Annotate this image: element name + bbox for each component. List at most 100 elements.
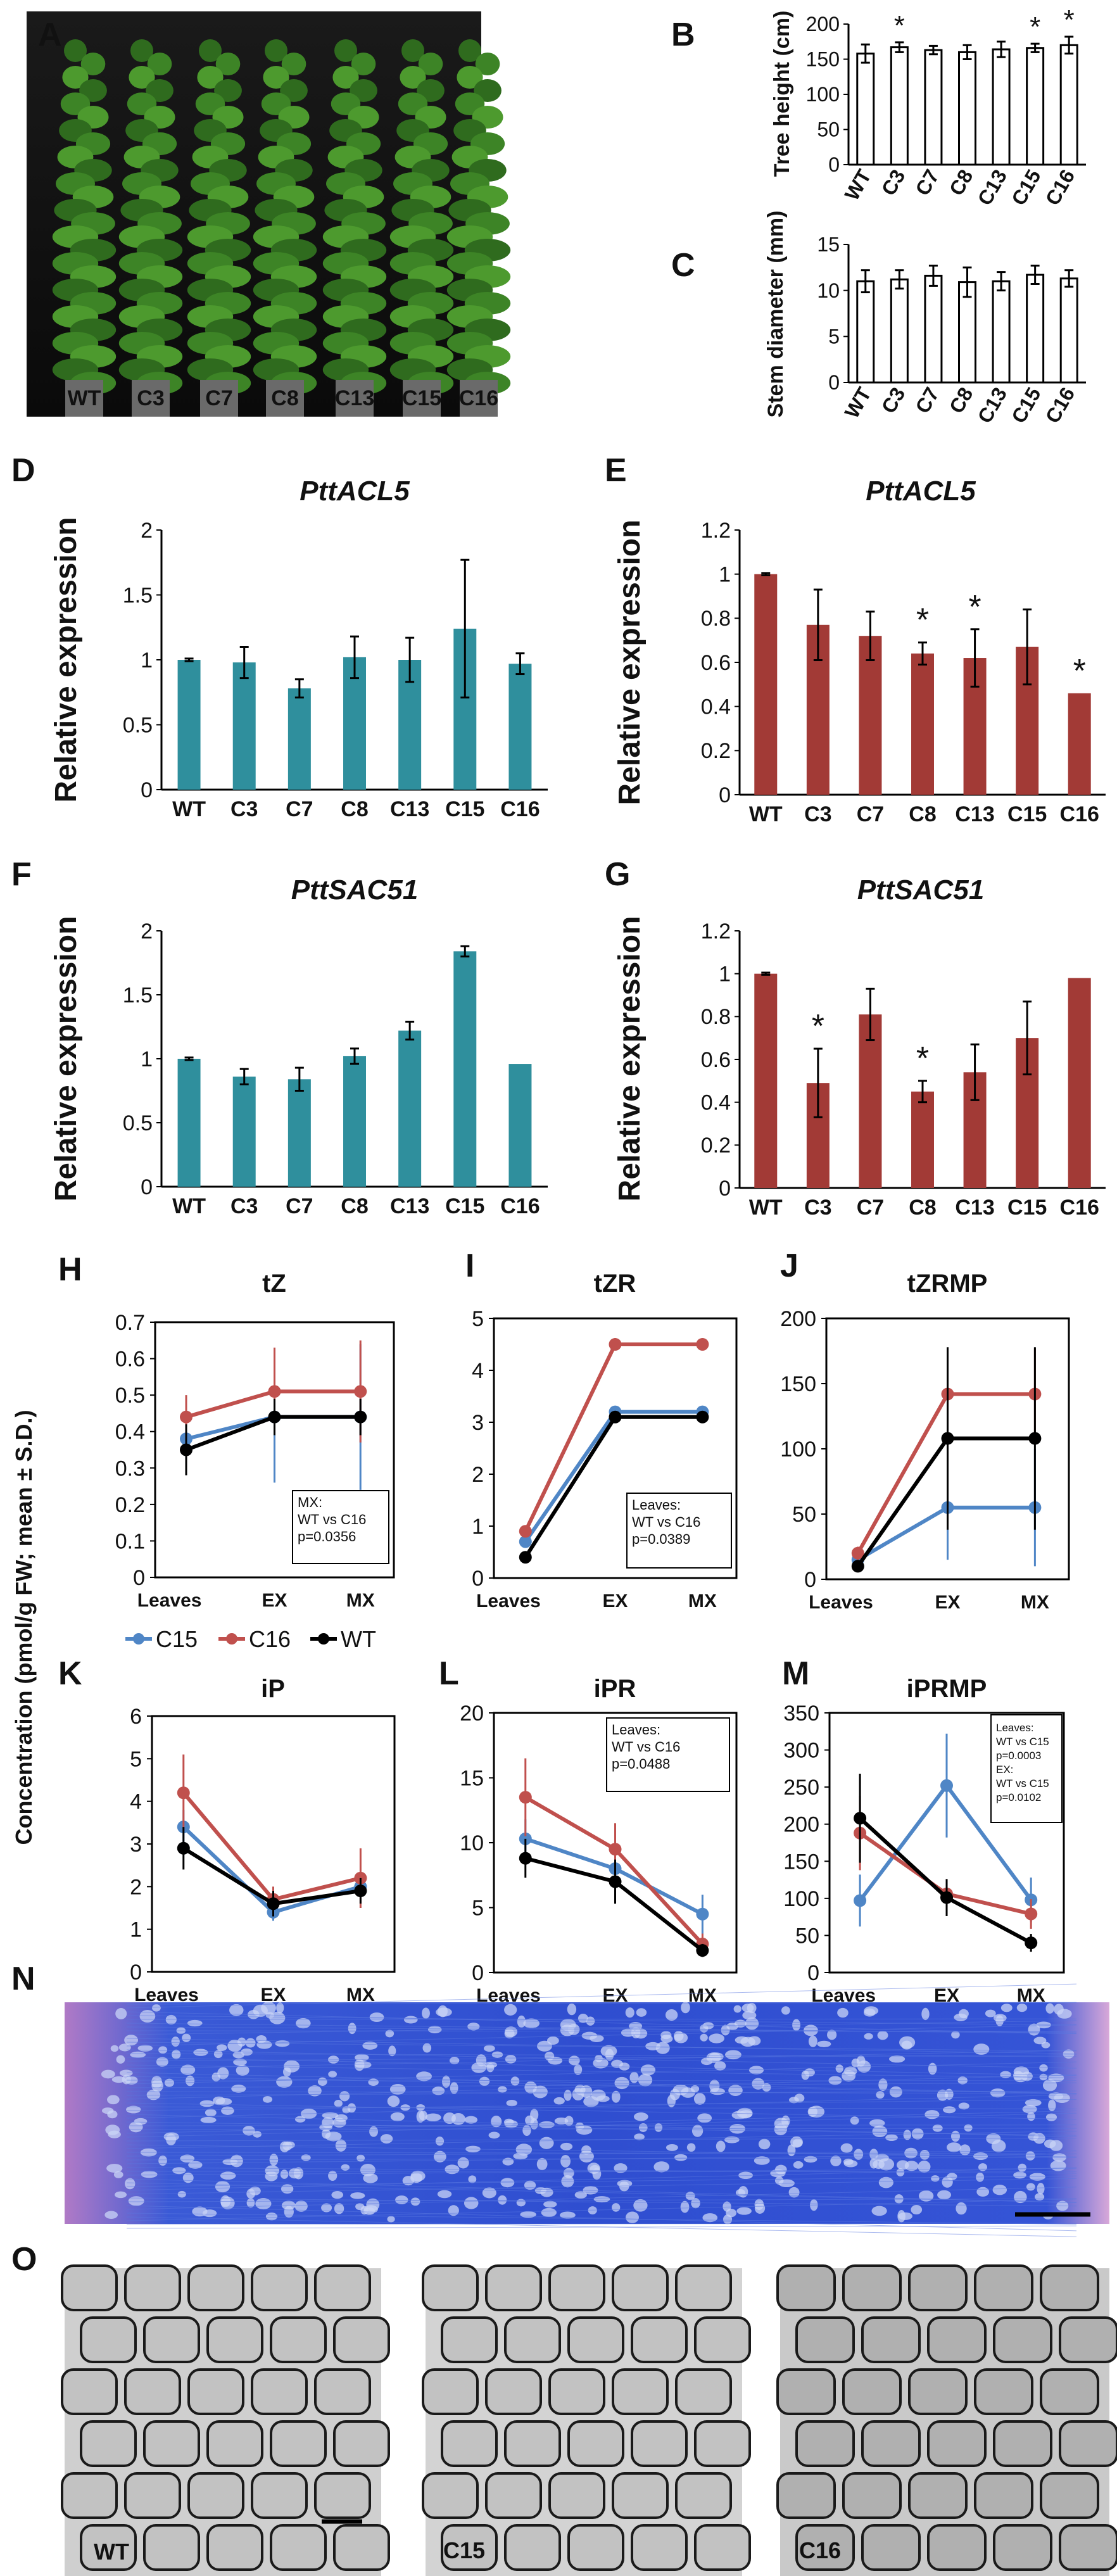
y-tick-label: 1.5: [123, 583, 153, 607]
y-tick-label: 0: [807, 1961, 819, 1985]
plot-frame: [151, 1715, 396, 1973]
x-tick-label: Leaves: [134, 1985, 199, 2005]
panel-letter-c: C: [671, 247, 695, 284]
bar: [958, 51, 976, 166]
significance-star: *: [894, 10, 905, 41]
stat-annotation-text: WT vs C16: [612, 1739, 680, 1755]
plot-frame: [828, 1712, 1065, 1974]
legend-c16-marker: [226, 1633, 237, 1645]
micrograph-label-c16: C16: [799, 2537, 841, 2563]
x-tick-label: C7: [857, 1196, 884, 1220]
bar: [177, 1059, 201, 1187]
stat-annotation-text: MX:: [298, 1494, 322, 1510]
x-tick-label: MX: [688, 1591, 717, 1612]
bar: [992, 280, 1011, 384]
data-point: [180, 1443, 193, 1456]
y-tick-label: 2: [130, 1875, 142, 1899]
significance-star: *: [968, 589, 981, 626]
stat-annotation-box: [626, 1493, 732, 1569]
x-tick-label: Leaves: [137, 1590, 202, 1611]
chart-title: tZR: [594, 1270, 636, 1297]
x-tick-label: EX: [260, 1985, 286, 2005]
panel-letters: A B C D E F G H I J K L M N O: [11, 16, 809, 2278]
stat-annotation-text: p=0.0356: [298, 1529, 356, 1544]
plant: [446, 39, 511, 417]
y-axis-label: Relative expression: [49, 517, 83, 803]
y-tick-label: 0: [141, 778, 153, 802]
data-point: [851, 1546, 864, 1560]
bar: [1059, 44, 1078, 166]
y-tick-label: 2: [141, 519, 153, 543]
x-tick-label: C13: [973, 166, 1012, 210]
x-tick-label: WT: [840, 383, 876, 422]
x-tick-label: C3: [804, 802, 831, 826]
y-tick-label: 200: [780, 1307, 816, 1331]
bar: [1026, 47, 1045, 166]
bar: [859, 636, 882, 795]
bar: [453, 951, 477, 1187]
bar: [232, 1076, 256, 1187]
chart-title: iPR: [594, 1675, 636, 1703]
y-tick-label: 0.4: [115, 1420, 145, 1444]
panel-letter-e: E: [605, 452, 627, 489]
y-tick-label: 0.4: [701, 695, 731, 719]
panel-letter-j: J: [780, 1247, 798, 1284]
x-tick-label: C15: [1007, 384, 1045, 427]
bar: [287, 688, 311, 790]
legend-c16-label: C16: [249, 1626, 291, 1652]
plant-label: C7: [205, 386, 232, 410]
data-point: [1025, 1936, 1038, 1950]
plant-label: C15: [402, 386, 441, 410]
x-tick-label: WT: [172, 797, 206, 821]
bar: [1068, 693, 1091, 795]
chart-j: tZRMP 0 50 100 150 200 Leaves EX MX: [780, 1270, 1070, 1613]
plant-label: C8: [271, 386, 298, 410]
x-tick-label: C16: [1041, 166, 1080, 210]
bar: [890, 278, 909, 384]
y-tick-label: 50: [795, 1924, 819, 1948]
bar: [232, 662, 256, 790]
y-tick-label: 5: [472, 1897, 484, 1921]
data-point: [354, 1385, 367, 1398]
x-tick-label: C8: [909, 802, 936, 826]
significance-star: *: [1073, 653, 1086, 690]
data-point: [696, 1944, 709, 1957]
legend-wt-marker: [318, 1633, 329, 1645]
y-tick-label: 1: [141, 648, 153, 672]
data-point: [854, 1894, 867, 1907]
bar: [924, 274, 943, 384]
data-point: [519, 1791, 532, 1804]
data-point: [268, 1385, 281, 1398]
significance-star: *: [1030, 11, 1040, 42]
chart-title: PttSAC51: [291, 874, 419, 906]
x-tick-label: C16: [500, 1194, 540, 1218]
data-point: [851, 1560, 864, 1573]
legend: C15 C16 WT: [125, 1626, 376, 1652]
y-tick-label: 50: [817, 118, 840, 141]
y-tick-label: 300: [783, 1739, 819, 1763]
bar: [343, 1056, 366, 1187]
y-tick-label: 100: [780, 1437, 816, 1462]
data-point: [267, 1897, 280, 1910]
y-tick-label: 2: [141, 919, 153, 944]
chart-d: 0 0.5 1 1.5 2 Relative expression PttACL5 WT C3 C…: [49, 476, 548, 821]
y-tick-label: 50: [792, 1503, 816, 1527]
y-tick-label: 5: [472, 1307, 484, 1331]
y-tick-label: 1: [719, 563, 731, 587]
legend-wt-label: WT: [341, 1626, 376, 1652]
chart-title: PttSAC51: [857, 874, 985, 906]
stat-annotation-text: Leaves:: [612, 1722, 660, 1738]
x-tick-label: C7: [911, 166, 943, 199]
x-tick-label: C8: [945, 166, 978, 199]
tem-micrographs: WT C15 C16: [61, 2264, 1117, 2576]
x-tick-label: EX: [935, 1592, 960, 1613]
y-tick-label: 350: [783, 1702, 819, 1726]
plot-frame: [493, 1317, 738, 1579]
bar: [398, 1030, 422, 1187]
data-point: [609, 1875, 622, 1888]
y-tick-label: 15: [460, 1767, 484, 1791]
bar: [1059, 277, 1078, 384]
